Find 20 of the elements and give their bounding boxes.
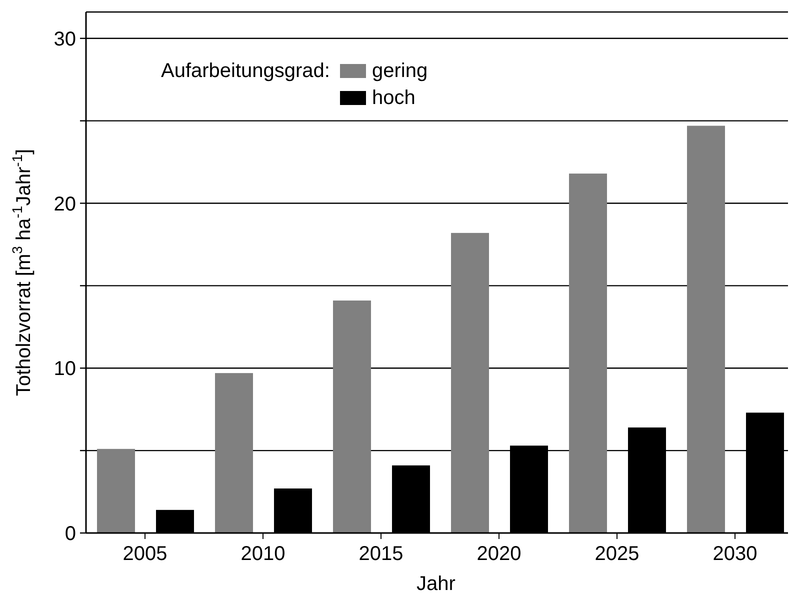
bar [97,448,135,533]
y-tick-label: 20 [54,193,76,216]
y-tick-label: 10 [54,358,76,380]
bar [687,126,725,533]
x-tick-label: 2020 [476,543,522,565]
x-tick-label: 2005 [122,543,168,565]
x-axis-title: Jahr [416,573,456,595]
bar [333,300,371,533]
bar [451,232,489,533]
y-tick-label: 0 [64,523,76,545]
bar [215,373,253,533]
legend-title: Aufarbeitungsgrad: [160,60,330,82]
x-tick-label: 2010 [240,543,286,565]
legend-label: gering [372,60,428,82]
legend-label: hoch [372,87,416,109]
y-tick-label: 30 [54,28,76,50]
x-tick-label: 2025 [594,543,640,565]
bar [569,174,607,533]
x-tick-label: 2030 [712,543,758,565]
x-tick-label: 2015 [358,543,404,565]
